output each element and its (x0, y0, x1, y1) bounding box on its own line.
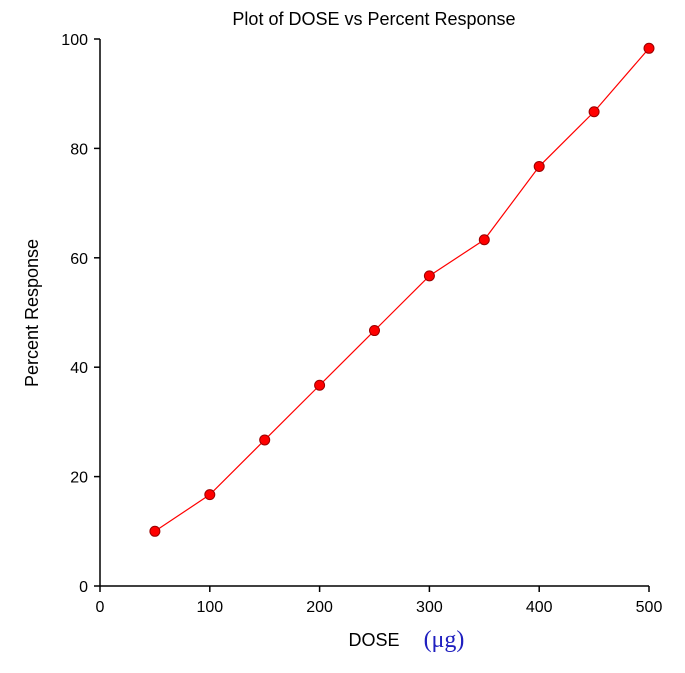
x-tick-label: 200 (306, 599, 333, 616)
data-point (369, 325, 380, 337)
data-point (478, 234, 490, 246)
data-point (204, 489, 216, 501)
x-tick-label: 400 (526, 599, 553, 616)
x-tick-label: 500 (636, 599, 663, 616)
series-line (154, 47, 650, 532)
y-tick-label: 100 (61, 32, 88, 49)
y-tick-label: 40 (70, 360, 88, 377)
data-point (643, 42, 655, 54)
data-point (149, 525, 161, 537)
x-axis-label: DOSE (348, 630, 399, 650)
data-point (533, 160, 545, 172)
y-tick-label: 20 (70, 470, 88, 487)
x-tick-label: 0 (96, 599, 105, 616)
axes-layer: 0 100 200 300 400 500 0 20 40 60 80 100 (61, 32, 662, 616)
series-layer (149, 42, 655, 537)
y-axis-label: Percent Response (22, 239, 42, 387)
x-axis-unit-label: (μg) (424, 627, 465, 653)
data-point (314, 379, 326, 391)
data-point (423, 270, 435, 282)
data-point (588, 106, 600, 118)
y-tick-label: 80 (70, 141, 88, 158)
y-tick-label: 0 (79, 579, 88, 596)
data-point (259, 434, 271, 446)
x-tick-label: 100 (196, 599, 223, 616)
y-tick-label: 60 (70, 251, 88, 268)
chart-title: Plot of DOSE vs Percent Response (232, 9, 515, 29)
x-tick-label: 300 (416, 599, 443, 616)
